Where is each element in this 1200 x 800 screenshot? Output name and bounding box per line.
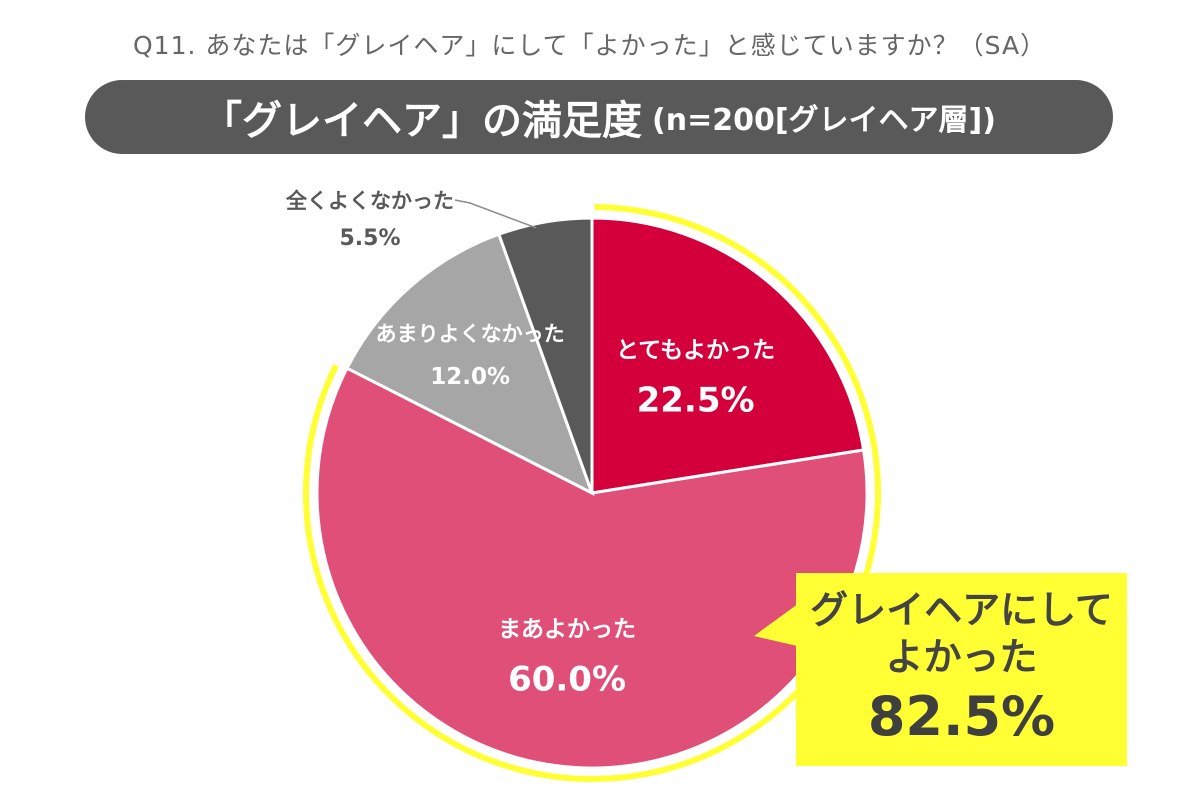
slice-label-2: まあよかった: [498, 617, 636, 643]
pie-slice-4: [496, 216, 594, 494]
pie-slice-1: [590, 216, 866, 495]
leader-line-4: [454, 199, 537, 229]
chart-title: 「グレイヘア」の満足度: [202, 98, 643, 144]
slice-value-3: 12.0%: [430, 364, 510, 390]
highlight-callout: グレイヘアにして よかった 82.5%: [796, 573, 1127, 766]
callout-label-line-2: よかった: [885, 635, 1038, 680]
slice-value-1: 22.5%: [637, 381, 755, 421]
slice-value-4: 5.5%: [339, 226, 400, 251]
callout-label-line-1: グレイヘアにして: [810, 587, 1113, 632]
title-bar: 「グレイヘア」の満足度 (n=200[グレイヘア層]): [85, 80, 1113, 154]
question-text: Q11. あなたは「グレイヘア」にして「よかった」と感じていますか？（SA）: [133, 31, 1047, 60]
slice-label-3: あまりよくなかった: [376, 322, 565, 346]
chart-subtitle: (n=200[グレイヘア層]): [652, 103, 996, 138]
highlight-arc: [303, 204, 881, 782]
slice-value-2: 60.0%: [508, 660, 626, 700]
callout-value: 82.5%: [867, 684, 1056, 748]
callout-pointer: [754, 598, 806, 648]
slice-label-4: 全くよくなかった: [285, 189, 454, 213]
pie-slice-3: [344, 232, 595, 497]
slice-label-1: とてもよかった: [616, 338, 775, 364]
